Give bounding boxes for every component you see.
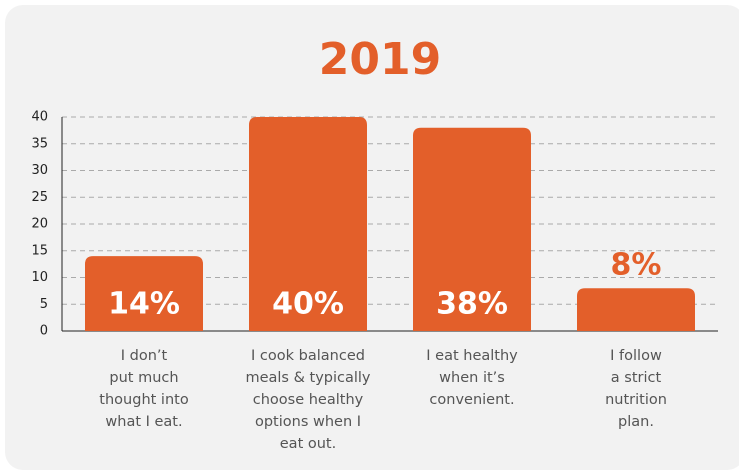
value-label: 38%	[436, 287, 508, 322]
bar	[413, 127, 531, 331]
y-tick-label: 25	[31, 190, 48, 205]
panel	[5, 5, 739, 470]
value-label: 14%	[108, 287, 180, 322]
x-tick-label: I follow a strict nutrition plan.	[605, 348, 667, 430]
y-tick-label: 20	[31, 217, 48, 232]
value-label: 40%	[272, 287, 344, 322]
chart-title: 2019	[319, 34, 441, 85]
bar	[249, 117, 367, 331]
y-tick-label: 15	[31, 243, 48, 258]
bar	[577, 288, 695, 331]
value-label: 8%	[611, 248, 662, 283]
y-tick-label: 5	[40, 297, 48, 312]
x-tick-label: I don’t put much thought into what I eat…	[99, 348, 189, 430]
y-tick-label: 35	[31, 136, 48, 151]
bar	[85, 256, 203, 331]
y-tick-label: 40	[31, 110, 48, 125]
y-tick-label: 10	[31, 270, 48, 285]
x-tick-label: I eat healthy when it’s convenient.	[426, 348, 518, 408]
x-tick-label: I cook balanced meals & typically choose…	[245, 348, 371, 452]
y-tick-label: 30	[31, 163, 48, 178]
y-tick-label: 0	[40, 324, 48, 339]
